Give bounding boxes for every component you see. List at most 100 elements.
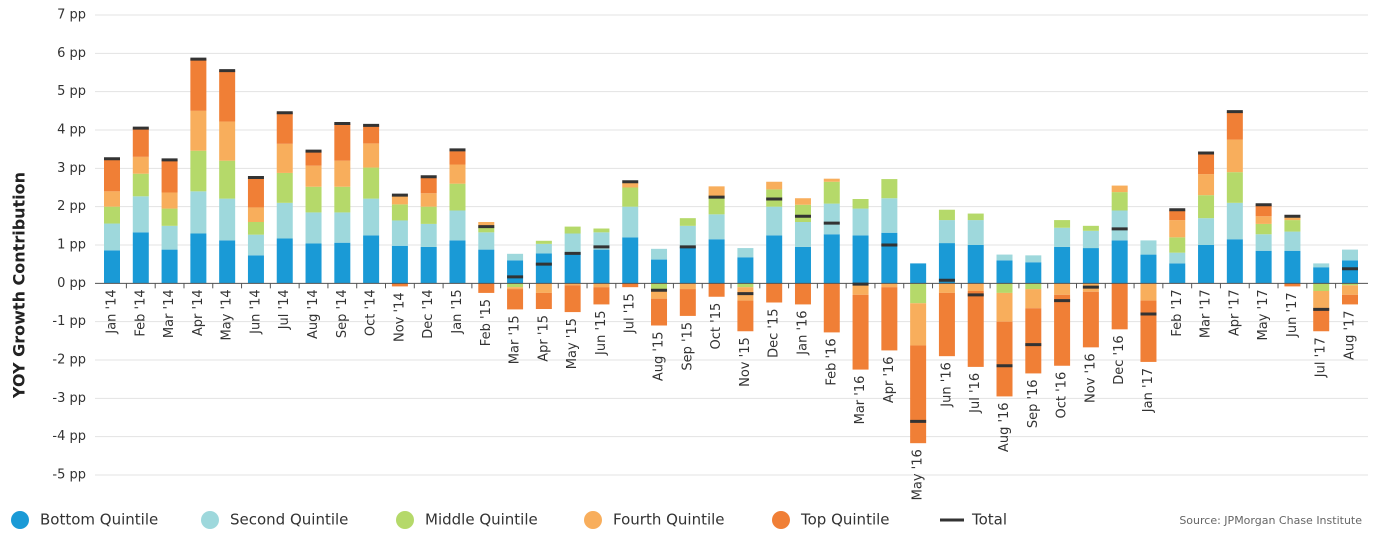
bar-segment: [1169, 252, 1186, 264]
y-tick-label: -2 pp: [52, 353, 86, 368]
y-tick-label: 2 pp: [57, 199, 86, 214]
bar-segment: [363, 125, 380, 144]
bar-segment: [967, 291, 984, 367]
bar-segment: [1111, 192, 1128, 211]
bar-segment: [247, 207, 264, 222]
bar-segment: [391, 245, 408, 284]
bar-segment: [132, 128, 149, 157]
bar-segment: [881, 232, 898, 284]
bar-segment: [938, 292, 955, 357]
bar-segment: [794, 198, 811, 205]
bar-segment: [996, 260, 1013, 284]
bar-segment: [996, 321, 1013, 397]
bar-segment: [622, 182, 639, 188]
bar-segment: [507, 253, 524, 261]
bar-segment: [190, 191, 207, 234]
bar-segment: [1255, 216, 1272, 224]
bar-segment: [996, 292, 1013, 322]
bar-segment: [1313, 267, 1330, 284]
bar-segment: [794, 283, 811, 305]
x-tick-label: Jun '15: [594, 310, 609, 356]
bar-segment: [708, 186, 725, 198]
bar-segment: [967, 213, 984, 221]
bar-segment: [651, 298, 668, 326]
x-tick-label: Aug '17: [1343, 310, 1358, 360]
bar-segment: [938, 220, 955, 244]
bar-segment: [737, 248, 754, 258]
x-tick-label: Jan '16: [795, 310, 810, 355]
x-tick-label: Oct '16: [1055, 372, 1070, 419]
bar-segment: [737, 300, 754, 332]
bar-segment: [852, 235, 869, 284]
bar-segment: [766, 181, 783, 190]
bar-segment: [794, 204, 811, 222]
x-tick-label: Mar '17: [1199, 289, 1214, 338]
bar-segment: [1284, 250, 1301, 284]
bar-segment: [190, 110, 207, 151]
bar-segment: [132, 173, 149, 197]
x-tick-label: May '15: [565, 318, 580, 369]
bar-segment: [1054, 294, 1071, 366]
bar-segment: [420, 246, 437, 284]
bar-segment: [593, 283, 610, 288]
bar-segment: [1313, 263, 1330, 268]
bar-segment: [1140, 240, 1157, 255]
bar-segment: [1226, 239, 1243, 284]
bar-segment: [391, 204, 408, 221]
y-tick-label: -4 pp: [52, 429, 86, 444]
legend-swatch: [11, 511, 29, 529]
bar-segment: [1313, 308, 1330, 332]
x-tick-label: Oct '14: [364, 289, 379, 336]
bar-segment: [737, 283, 754, 288]
x-tick-label: Aug '16: [997, 402, 1012, 452]
bar-segment: [708, 197, 725, 215]
x-tick-label: Jun '16: [939, 362, 954, 408]
bar-segment: [334, 123, 351, 161]
y-axis-title: YOY Growth Contribution: [10, 172, 29, 399]
bar-segment: [507, 260, 524, 284]
bar-segment: [593, 287, 610, 305]
bar-segment: [766, 283, 783, 303]
bar-segment: [1140, 254, 1157, 284]
legend-label: Top Quintile: [800, 511, 890, 529]
y-tick-label: 5 pp: [57, 84, 86, 99]
bar-segment: [593, 232, 610, 250]
bar-segment: [1111, 185, 1128, 193]
legend-label: Fourth Quintile: [613, 511, 725, 529]
bar-segment: [1198, 195, 1215, 219]
bar-segment: [1111, 240, 1128, 284]
x-tick-label: Apr '15: [536, 315, 551, 362]
y-tick-label: -3 pp: [52, 391, 86, 406]
bar-segment: [132, 196, 149, 233]
bar-segment: [1140, 300, 1157, 362]
y-tick-label: 1 pp: [57, 238, 86, 253]
bar-segment: [651, 289, 668, 299]
bar-segment: [190, 59, 207, 111]
source: Source: JPMorgan Chase Institute: [1179, 514, 1362, 527]
bar-segment: [478, 283, 495, 293]
bar-segment: [881, 287, 898, 351]
x-tick-label: Sep '14: [335, 289, 350, 338]
bar-segment: [276, 143, 293, 173]
y-tick-label: 3 pp: [57, 161, 86, 176]
bar-segment: [247, 177, 264, 208]
x-tick-label: Nov '15: [738, 337, 753, 387]
bar-segment: [1054, 220, 1071, 228]
bar-segment: [996, 283, 1013, 293]
bar-segment: [823, 234, 840, 284]
bar-segment: [1313, 291, 1330, 309]
bar-segment: [708, 239, 725, 284]
x-tick-label: Dec '16: [1112, 335, 1127, 384]
bar-segment: [852, 199, 869, 209]
bar-segment: [967, 283, 984, 291]
x-tick-label: Feb '14: [133, 289, 148, 336]
bar-segment: [679, 283, 696, 290]
bar-segment: [910, 263, 927, 284]
legend-swatch: [584, 511, 602, 529]
x-tick-label: Nov '16: [1083, 353, 1098, 403]
bar-segment: [507, 289, 524, 310]
bar-segment: [449, 151, 466, 165]
bar-segment: [219, 160, 236, 199]
bar-segment: [132, 156, 149, 174]
x-tick-label: Dec '15: [767, 309, 782, 358]
